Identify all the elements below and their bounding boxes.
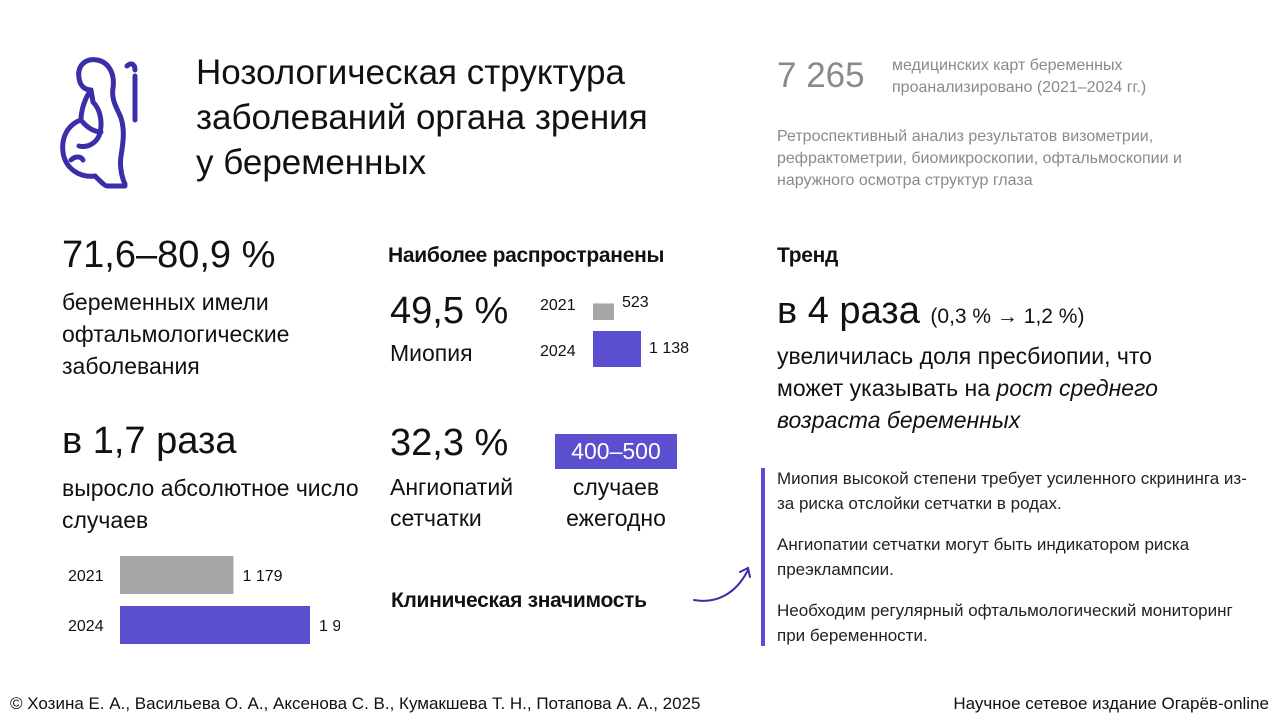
myopia-value: 49,5 % (390, 290, 509, 332)
notes-accent-bar (761, 468, 765, 646)
title-line-3: у беременных (196, 143, 427, 182)
share-description: беременных имели офтальмологические забо… (62, 289, 290, 379)
page-title: Нозологическая структура заболеваний орг… (196, 50, 756, 185)
trend-subvalue: (0,3 % → 1,2 %) (930, 305, 1085, 328)
share-value: 71,6–80,9 % (62, 234, 276, 276)
trend-value: в 4 раза (777, 290, 920, 332)
growth-value: в 1,7 раза (62, 420, 237, 462)
angio-range-badge: 400–500 (555, 434, 677, 469)
cases-bar-chart: 2021 1 179 2024 1 974 (68, 556, 340, 644)
myopia-bar (593, 331, 641, 367)
trend-value-line: в 4 раза (0,3 % → 1,2 %) (777, 290, 1084, 333)
cases-bar (120, 556, 234, 594)
method-description: Ретроспективный анализ результатов визом… (777, 128, 1182, 189)
title-line-2: заболеваний органа зрения (196, 98, 648, 137)
trend-description: увеличилась доля пресбиопии, что может у… (777, 340, 1197, 436)
growth-description: выросло абсолютное число случаев (62, 475, 359, 533)
myopia-value-label: 523 (622, 294, 649, 311)
myopia-bar (593, 303, 614, 320)
common-heading: Наиболее распространены (388, 244, 665, 267)
clinical-notes: Миопия высокой степени требует усиленног… (777, 466, 1247, 664)
records-count: 7 265 (777, 56, 865, 95)
title-line-1: Нозологическая структура (196, 53, 625, 92)
cases-value-label: 1 974 (319, 618, 340, 635)
curved-arrow-icon (690, 562, 756, 608)
myopia-label: Миопия (390, 340, 473, 366)
footer-publisher: Научное сетевое издание Огарёв-online (953, 694, 1269, 713)
angio-value: 32,3 % (390, 422, 509, 464)
trend-heading: Тренд (777, 244, 839, 267)
records-description: медицинских карт беременных проанализиро… (892, 57, 1147, 96)
myopia-year-label: 2021 (540, 297, 576, 314)
trend-description-italic: рост среднего возраста беременных (777, 375, 1158, 433)
pregnant-woman-icon (55, 52, 141, 192)
myopia-value-label: 1 138 (649, 340, 689, 357)
footer-authors: © Хозина Е. А., Васильева О. А., Аксенов… (10, 694, 701, 713)
myopia-bar-chart: 2021 523 2024 1 138 (540, 294, 689, 367)
clinical-heading: Клиническая значимость (391, 589, 647, 612)
cases-year-label: 2024 (68, 618, 104, 635)
angio-label: Ангиопатий сетчатки (390, 474, 514, 531)
trend-description-plain: увеличилась доля пресбиопии, что может у… (777, 343, 1152, 401)
angio-range-description: случаев ежегодно (566, 474, 666, 531)
myopia-year-label: 2024 (540, 343, 576, 360)
note-item: Ангиопатии сетчатки могут быть индикатор… (777, 535, 1190, 579)
note-item: Необходим регулярный офтальмологический … (777, 601, 1233, 645)
cases-value-label: 1 179 (242, 568, 282, 585)
cases-bar (120, 606, 310, 644)
cases-year-label: 2021 (68, 568, 104, 585)
note-item: Миопия высокой степени требует усиленног… (777, 469, 1247, 513)
